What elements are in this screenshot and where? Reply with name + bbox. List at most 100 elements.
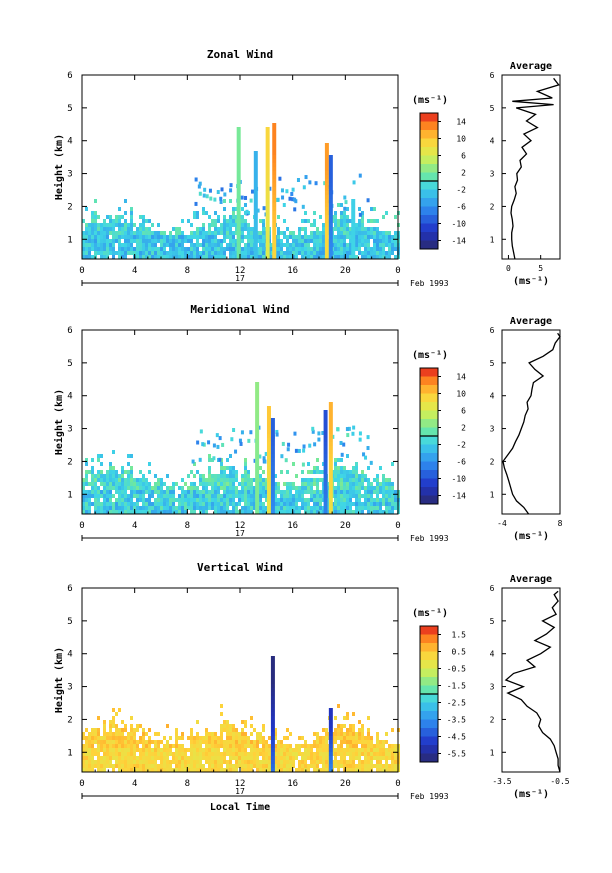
- colorbar-tick-label: -2: [456, 441, 466, 450]
- heatmap-cell: [217, 243, 220, 247]
- heatmap-cell: [307, 470, 310, 474]
- heatmap-cell: [85, 207, 88, 211]
- heatmap-cell: [281, 441, 285, 446]
- heatmap-cell: [319, 768, 322, 772]
- heatmap-cell: [295, 243, 298, 247]
- heatmap-cell: [343, 756, 346, 760]
- heatmap-cell: [344, 200, 348, 205]
- heatmap-cell: [244, 462, 247, 466]
- heatmap-cell: [376, 251, 379, 255]
- colorbar-segment: [420, 444, 438, 454]
- heatmap-cell: [340, 466, 343, 470]
- heatmap-cell: [160, 748, 163, 752]
- heatmap-cell: [238, 748, 241, 752]
- heatmap-cell: [88, 502, 91, 506]
- heatmap-cell: [361, 215, 364, 219]
- heatmap-cell: [205, 728, 208, 732]
- convective-column-cell: [266, 438, 271, 442]
- convective-column-cell: [328, 506, 333, 510]
- heatmap-cell: [298, 251, 301, 255]
- heatmap-cell: [349, 744, 352, 748]
- heatmap-cell: [232, 239, 235, 243]
- heatmap-cell: [358, 720, 361, 724]
- heatmap-cell: [340, 255, 343, 259]
- heatmap-cell: [313, 239, 316, 243]
- heatmap-cell: [253, 752, 256, 756]
- convective-column-cell: [236, 215, 241, 219]
- colorbar-segment: [420, 643, 438, 652]
- average-y-tick-label: 1: [490, 235, 495, 244]
- heatmap-cell: [268, 744, 271, 748]
- heatmap-cell: [214, 482, 217, 486]
- heatmap-cell: [343, 716, 346, 720]
- heatmap-cell: [349, 247, 352, 251]
- heatmap-cell: [319, 756, 322, 760]
- heatmap-cell: [151, 752, 154, 756]
- heatmap-cell: [190, 506, 193, 510]
- heatmap-cell: [214, 219, 217, 223]
- colorbar-tick-label: 2: [461, 424, 466, 433]
- heatmap-cell: [343, 486, 346, 490]
- heatmap-cell: [178, 760, 181, 764]
- heatmap-cell: [202, 227, 205, 231]
- convective-column-cell: [255, 482, 260, 486]
- heatmap-cell: [151, 502, 154, 506]
- heatmap-cell: [142, 752, 145, 756]
- heatmap-cell: [292, 231, 295, 235]
- heatmap-cell: [100, 740, 103, 744]
- heatmap-cell: [361, 243, 364, 247]
- heatmap-cell: [250, 740, 253, 744]
- heatmap-cell: [358, 768, 361, 772]
- heatmap-cell: [265, 756, 268, 760]
- heatmap-cell: [316, 239, 319, 243]
- heatmap-cell: [346, 490, 349, 494]
- convective-column-cell: [272, 175, 277, 179]
- heatmap-cell: [103, 235, 106, 239]
- heatmap-cell: [343, 231, 346, 235]
- convective-column-cell: [266, 466, 271, 470]
- convective-column-cell: [270, 736, 275, 740]
- heatmap-cell: [214, 736, 217, 740]
- heatmap-cell: [304, 502, 307, 506]
- heatmap-cell: [364, 748, 367, 752]
- heatmap-cell: [367, 716, 370, 720]
- average-title: Average: [510, 61, 552, 72]
- heatmap-cell: [202, 736, 205, 740]
- heatmap-cell: [361, 211, 364, 215]
- heatmap-cell: [352, 510, 355, 514]
- heatmap-cell: [286, 748, 289, 752]
- heatmap-cell: [340, 732, 343, 736]
- heatmap-cell: [262, 478, 265, 482]
- heatmap-cell: [277, 740, 280, 744]
- heatmap-cell: [160, 235, 163, 239]
- heatmap-cell: [202, 490, 205, 494]
- heatmap-cell: [262, 219, 265, 223]
- heatmap-cell: [247, 498, 250, 502]
- heatmap-cell: [313, 251, 316, 255]
- heatmap-cell: [250, 744, 253, 748]
- heatmap-cell: [310, 756, 313, 760]
- heatmap-cell: [292, 510, 295, 514]
- convective-column-cell: [351, 231, 356, 235]
- heatmap-cell: [178, 235, 181, 239]
- heatmap-cell: [151, 494, 154, 498]
- heatmap-cell: [97, 247, 100, 251]
- convective-column-cell: [328, 458, 333, 462]
- heatmap-cell: [232, 474, 235, 478]
- heatmap-cell: [127, 482, 130, 486]
- heatmap-cell: [364, 486, 367, 490]
- heatmap-cell: [88, 748, 91, 752]
- heatmap-cell: [319, 760, 322, 764]
- y-tick-label: 6: [67, 326, 72, 336]
- heatmap-cell: [193, 251, 196, 255]
- heatmap-cell: [82, 243, 85, 247]
- heatmap-cell: [94, 494, 97, 498]
- heatmap-cell: [187, 756, 190, 760]
- convective-column-cell: [236, 235, 241, 239]
- heatmap-cell: [337, 732, 340, 736]
- convective-column-cell: [270, 692, 275, 696]
- heatmap-cell: [286, 235, 289, 239]
- convective-column-cell: [324, 199, 329, 203]
- heatmap-cell: [211, 243, 214, 247]
